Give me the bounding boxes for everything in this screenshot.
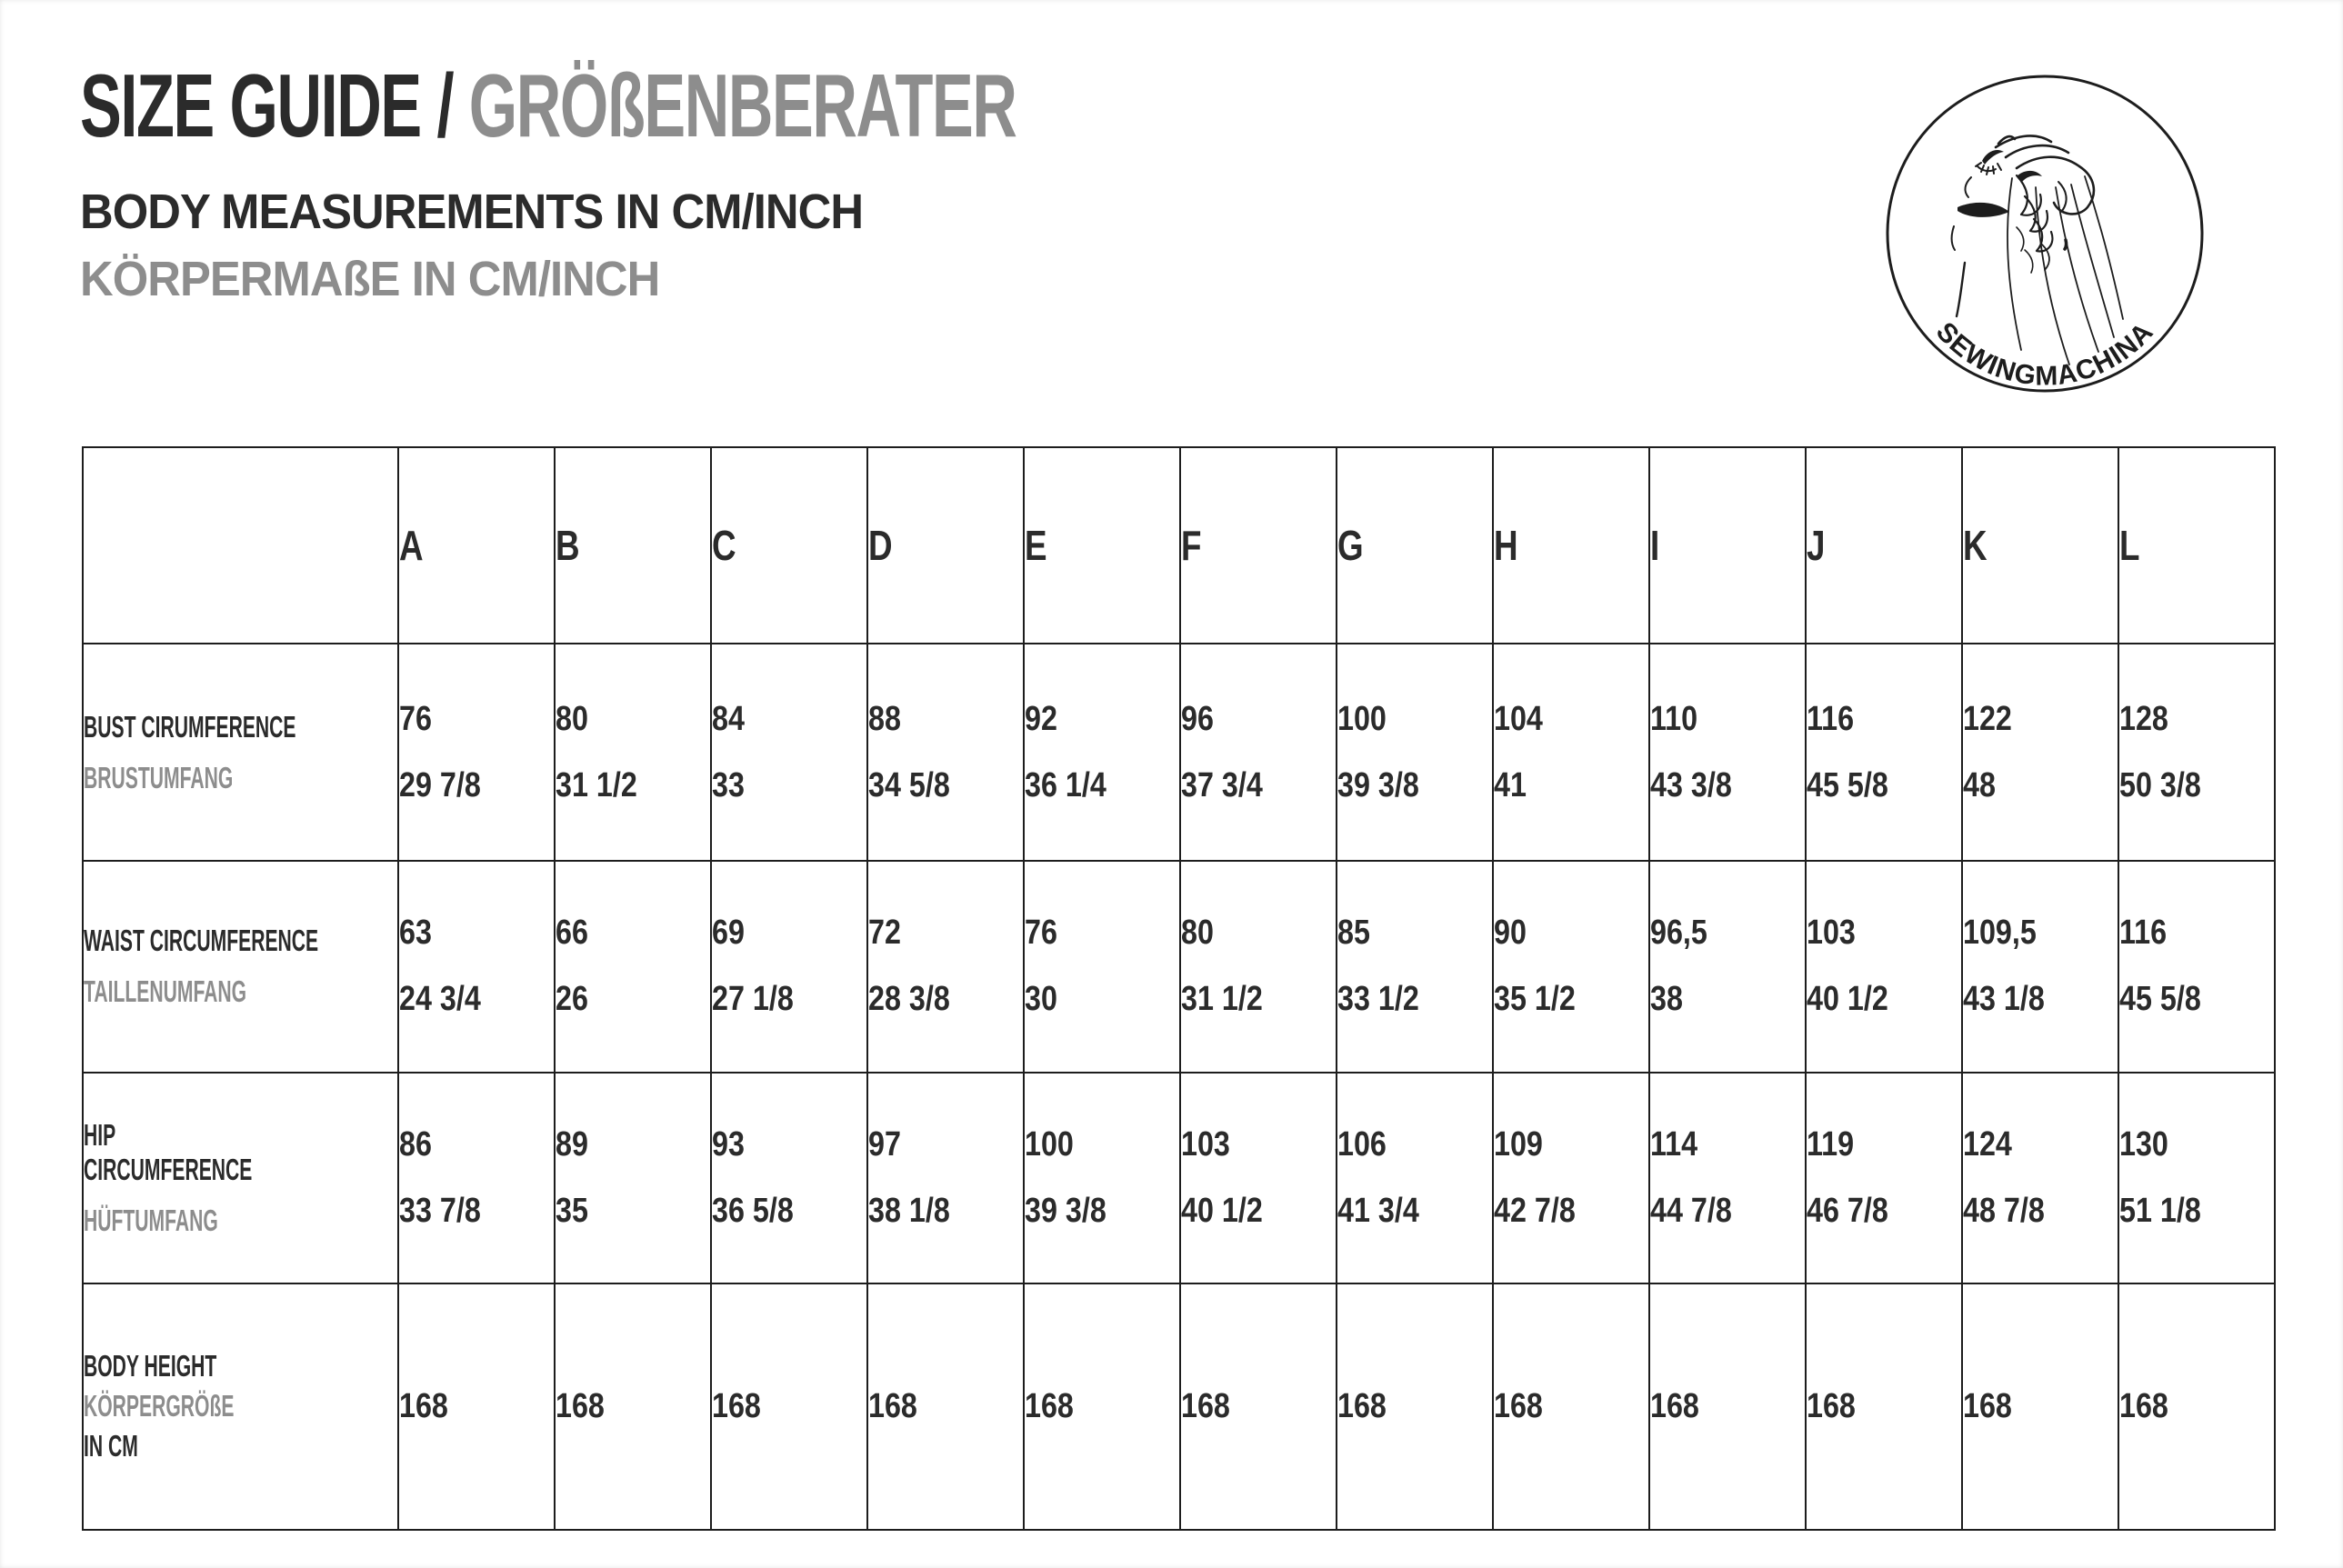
svg-text:SEWINGMACHINA: SEWINGMACHINA (1930, 316, 2159, 391)
